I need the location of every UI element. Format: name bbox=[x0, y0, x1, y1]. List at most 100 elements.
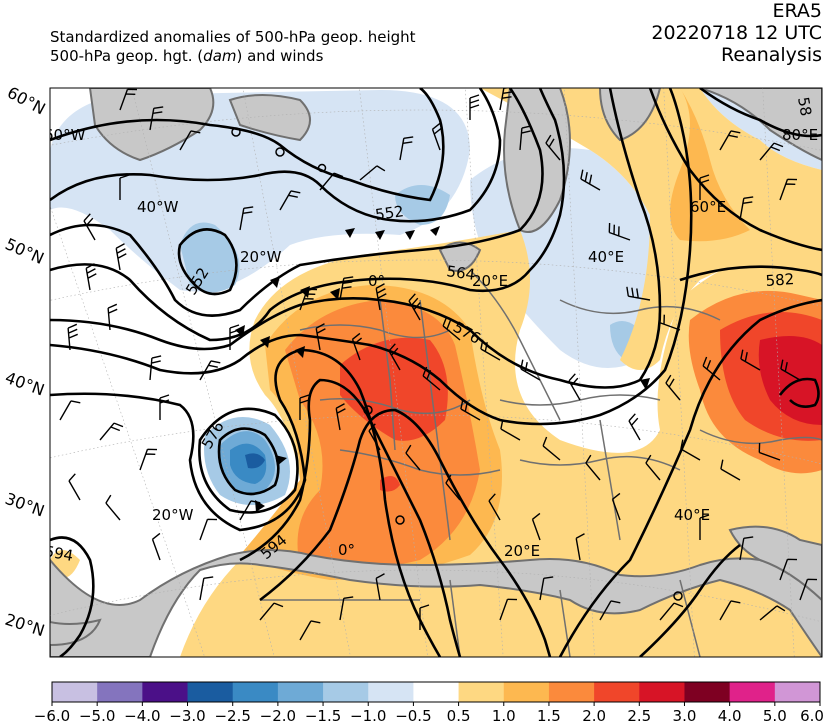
lon-label: 60°W bbox=[44, 126, 86, 144]
colorbar-cell bbox=[323, 682, 369, 702]
lon-label: 40°E bbox=[674, 506, 710, 524]
map-frame bbox=[49, 87, 823, 658]
colorbar-tick-label: 3.0 bbox=[673, 707, 697, 724]
title-line2-suffix: ) and winds bbox=[236, 47, 324, 65]
wind-barb bbox=[599, 600, 621, 621]
wind-barb bbox=[368, 423, 381, 451]
wind-barb bbox=[299, 620, 321, 641]
wind-barb bbox=[107, 303, 118, 331]
colorbar-cell bbox=[684, 682, 731, 702]
wind-barb bbox=[139, 448, 158, 471]
wind-barb bbox=[680, 439, 701, 461]
colorbar-cell bbox=[594, 682, 640, 702]
lon-label: 20°E bbox=[504, 542, 540, 560]
lon-label: 60°E bbox=[690, 198, 726, 216]
lon-label: 40°W bbox=[137, 198, 179, 216]
colorbar-cell bbox=[774, 682, 821, 702]
wind-barb bbox=[259, 602, 284, 621]
wind-barb bbox=[658, 312, 681, 331]
wind-barb bbox=[351, 332, 363, 361]
wind-barb bbox=[585, 454, 601, 481]
wind-barb bbox=[699, 514, 710, 540]
colorbar-tick-label: 2.5 bbox=[627, 707, 651, 724]
wind-barb bbox=[720, 459, 741, 481]
wind-barb bbox=[68, 473, 81, 501]
wind-barb bbox=[149, 106, 164, 131]
wind-barb bbox=[480, 339, 501, 361]
wind-barb bbox=[319, 172, 344, 191]
colorbar-tick-label: 6.0 bbox=[800, 707, 824, 724]
colorbar-tick-label: −6.0 bbox=[34, 707, 70, 724]
colorbar-tick-label: −1.0 bbox=[350, 707, 386, 724]
wind-barb bbox=[759, 142, 784, 161]
wind-barb bbox=[119, 174, 130, 200]
wind-barb bbox=[702, 356, 721, 381]
wind-barb bbox=[315, 323, 326, 351]
wind-barb bbox=[159, 394, 170, 420]
wind-barb bbox=[199, 360, 221, 381]
wind-barb bbox=[299, 288, 318, 311]
wind-barb bbox=[67, 323, 78, 351]
wind-barb bbox=[699, 174, 710, 200]
wind-barb bbox=[408, 293, 421, 321]
datetime-label: 20220718 12 UTC bbox=[651, 22, 822, 44]
colorbar-frame bbox=[51, 681, 821, 703]
wind-barb bbox=[105, 494, 121, 521]
wind-barb bbox=[545, 134, 561, 161]
wind-barb bbox=[405, 444, 421, 471]
wind-barb bbox=[758, 442, 781, 461]
wind-barb bbox=[580, 169, 601, 191]
lon-label: 20°E bbox=[472, 272, 508, 290]
wind-barb bbox=[645, 454, 661, 481]
wind-barb bbox=[659, 602, 684, 621]
wind-barb bbox=[740, 349, 761, 371]
wind-barb bbox=[780, 359, 801, 381]
calm-circles bbox=[231, 127, 683, 601]
wind-barb bbox=[335, 403, 346, 431]
wind-barb bbox=[85, 263, 97, 291]
lon-label: 20°W bbox=[152, 506, 194, 524]
wind-barb bbox=[779, 178, 798, 201]
colorbar-tick-label: −0.5 bbox=[395, 707, 431, 724]
wind-barb bbox=[568, 373, 581, 401]
colorbar-tick-label: 1.5 bbox=[537, 707, 561, 724]
colorbar-cell bbox=[232, 682, 279, 702]
colorbar-tick-label: −4.0 bbox=[124, 707, 160, 724]
contour-label: 564 bbox=[445, 262, 476, 284]
positive-anomaly-fill bbox=[50, 88, 822, 657]
wind-barb bbox=[542, 436, 561, 461]
wind-barb bbox=[665, 374, 681, 401]
lon-label: 80°E bbox=[782, 126, 818, 144]
wind-barb bbox=[520, 359, 541, 381]
map-text-labels: 60°W 40°W 20°W 0° 20°E 40°E 60°E 80°E 20… bbox=[44, 126, 818, 560]
wind-barb bbox=[419, 604, 430, 630]
colorbar-tick-label: −2.0 bbox=[260, 707, 296, 724]
wind-barb bbox=[779, 558, 798, 581]
lon-label: 40°E bbox=[588, 248, 624, 266]
wind-barb bbox=[375, 283, 387, 311]
wind-barb bbox=[628, 413, 641, 441]
wind-barb bbox=[611, 492, 621, 521]
kind-label: Reanalysis bbox=[721, 44, 822, 66]
wind-barb bbox=[99, 422, 124, 441]
wind-barb bbox=[339, 596, 354, 621]
wind-barb bbox=[488, 493, 501, 521]
lon-label: 0° bbox=[368, 272, 385, 290]
wind-barb bbox=[359, 165, 386, 181]
wind-barb bbox=[499, 88, 513, 111]
contour-label: 594 bbox=[43, 542, 74, 565]
colorbar-tick-label: −5.0 bbox=[79, 707, 115, 724]
colorbar-cells bbox=[52, 682, 821, 702]
colorbar-tick-label: −2.5 bbox=[214, 707, 250, 724]
wind-barb bbox=[739, 536, 754, 561]
wind-barb bbox=[531, 512, 541, 541]
contour-label: 58 bbox=[794, 96, 815, 118]
colorbar-cell bbox=[548, 682, 595, 702]
contour-label: 552 bbox=[374, 202, 405, 224]
wind-barb bbox=[375, 573, 385, 601]
wind-barb bbox=[151, 532, 161, 561]
wind-barb bbox=[759, 605, 786, 621]
colorbar-tick-label: 5.0 bbox=[763, 707, 787, 724]
